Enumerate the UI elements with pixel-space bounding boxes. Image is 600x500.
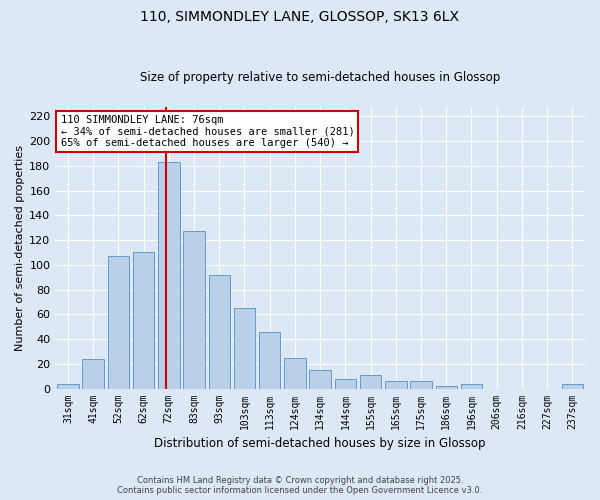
Text: 110, SIMMONDLEY LANE, GLOSSOP, SK13 6LX: 110, SIMMONDLEY LANE, GLOSSOP, SK13 6LX xyxy=(140,10,460,24)
Bar xyxy=(335,378,356,388)
Bar xyxy=(360,375,382,388)
Text: 110 SIMMONDLEY LANE: 76sqm
← 34% of semi-detached houses are smaller (281)
65% o: 110 SIMMONDLEY LANE: 76sqm ← 34% of semi… xyxy=(61,115,355,148)
Bar xyxy=(158,162,179,388)
Bar xyxy=(57,384,79,388)
Bar xyxy=(234,308,255,388)
Bar xyxy=(410,381,432,388)
Bar xyxy=(82,359,104,388)
Text: Contains HM Land Registry data © Crown copyright and database right 2025.
Contai: Contains HM Land Registry data © Crown c… xyxy=(118,476,482,495)
Y-axis label: Number of semi-detached properties: Number of semi-detached properties xyxy=(15,144,25,350)
Bar xyxy=(310,370,331,388)
Bar xyxy=(284,358,305,388)
Bar xyxy=(385,381,407,388)
Bar xyxy=(259,332,280,388)
Bar xyxy=(209,274,230,388)
Bar xyxy=(436,386,457,388)
Bar xyxy=(562,384,583,388)
X-axis label: Distribution of semi-detached houses by size in Glossop: Distribution of semi-detached houses by … xyxy=(154,437,486,450)
Bar xyxy=(133,252,154,388)
Bar xyxy=(107,256,129,388)
Bar xyxy=(183,232,205,388)
Title: Size of property relative to semi-detached houses in Glossop: Size of property relative to semi-detach… xyxy=(140,72,500,85)
Bar xyxy=(461,384,482,388)
